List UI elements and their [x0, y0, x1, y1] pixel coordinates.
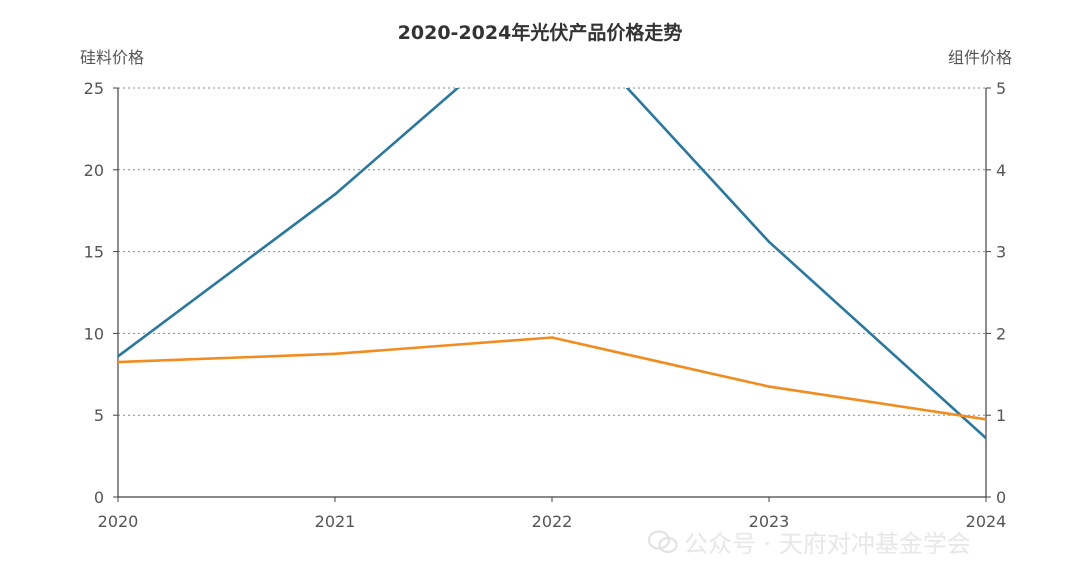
axes	[113, 88, 991, 502]
x-tick-label: 2024	[966, 512, 1007, 531]
watermark: 公众号 · 天府对冲基金学会	[648, 524, 971, 561]
x-tick-label: 2021	[315, 512, 356, 531]
grid-lines	[118, 88, 986, 415]
y-right-tick-label: 4	[996, 161, 1006, 180]
y-left-tick-label: 5	[94, 406, 104, 425]
y-left-tick-label: 0	[94, 488, 104, 507]
data-point	[985, 437, 988, 440]
data-point	[117, 355, 120, 358]
series-line-2	[118, 337, 986, 419]
y-left-tick-label: 20	[84, 161, 104, 180]
data-point	[768, 240, 771, 243]
y-left-tick-label: 10	[84, 324, 104, 343]
data-point	[334, 193, 337, 196]
data-point	[551, 336, 554, 339]
series-line-1	[118, 6, 986, 438]
x-tick-label: 2022	[532, 512, 573, 531]
y-left-tick-label: 25	[84, 79, 104, 98]
data-point	[985, 418, 988, 421]
series-layer	[117, 5, 988, 440]
data-point	[117, 361, 120, 364]
y-right-tick-label: 1	[996, 406, 1006, 425]
data-point	[551, 5, 554, 8]
watermark-text: 公众号 · 天府对冲基金学会	[684, 530, 971, 558]
wechat-icon	[648, 529, 678, 561]
y-right-tick-label: 5	[996, 79, 1006, 98]
y-right-tick-label: 2	[996, 324, 1006, 343]
y-right-tick-label: 0	[996, 488, 1006, 507]
data-point	[334, 353, 337, 356]
y-right-tick-label: 3	[996, 243, 1006, 262]
y-left-tick-label: 15	[84, 243, 104, 262]
x-tick-label: 2020	[98, 512, 139, 531]
data-point	[768, 385, 771, 388]
